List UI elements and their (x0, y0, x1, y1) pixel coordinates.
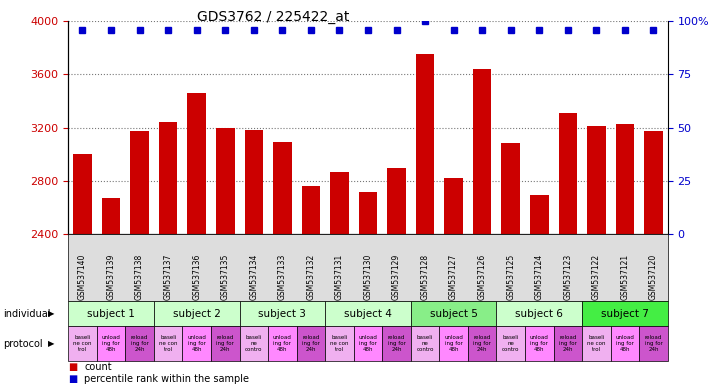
Text: GSM537139: GSM537139 (106, 253, 116, 300)
Text: reload
ing for
24h: reload ing for 24h (131, 335, 149, 352)
Bar (615, 124, 634, 234)
Text: protocol: protocol (4, 339, 43, 349)
Text: unload
ing for
48h: unload ing for 48h (273, 335, 292, 352)
Text: unload
ing for
48h: unload ing for 48h (530, 335, 549, 352)
Bar (102, 198, 121, 234)
Bar (501, 143, 520, 234)
Text: subject 5: subject 5 (429, 309, 477, 319)
Text: GSM537129: GSM537129 (392, 253, 401, 300)
Text: baseli
ne con
trol: baseli ne con trol (159, 335, 177, 352)
Bar (159, 122, 177, 234)
Bar (359, 192, 377, 234)
Text: ■: ■ (68, 374, 78, 384)
Text: reload
ing for
24h: reload ing for 24h (216, 335, 234, 352)
Text: GSM537124: GSM537124 (535, 253, 544, 300)
Text: reload
ing for
24h: reload ing for 24h (473, 335, 491, 352)
Text: GSM537140: GSM537140 (78, 253, 87, 300)
Bar (130, 131, 149, 234)
Text: baseli
ne con
trol: baseli ne con trol (587, 335, 605, 352)
Bar (216, 128, 235, 234)
Bar (444, 178, 463, 234)
Text: reload
ing for
24h: reload ing for 24h (645, 335, 663, 352)
Text: baseli
ne con
trol: baseli ne con trol (330, 335, 349, 352)
Text: GSM537123: GSM537123 (564, 253, 572, 300)
Text: GSM537134: GSM537134 (249, 253, 258, 300)
Text: reload
ing for
24h: reload ing for 24h (559, 335, 577, 352)
Text: GSM537121: GSM537121 (620, 253, 630, 300)
Text: subject 3: subject 3 (258, 309, 307, 319)
Text: baseli
ne
contro: baseli ne contro (245, 335, 263, 352)
Text: GSM537120: GSM537120 (649, 253, 658, 300)
Text: unload
ing for
48h: unload ing for 48h (101, 335, 121, 352)
Bar (587, 126, 606, 234)
Text: GSM537127: GSM537127 (449, 253, 458, 300)
Text: count: count (84, 362, 111, 372)
Text: subject 2: subject 2 (173, 309, 220, 319)
Text: baseli
ne con
trol: baseli ne con trol (73, 335, 92, 352)
Text: GSM537136: GSM537136 (192, 253, 201, 300)
Bar (245, 130, 263, 234)
Text: GSM537132: GSM537132 (307, 253, 315, 300)
Text: GSM537133: GSM537133 (278, 253, 286, 300)
Text: unload
ing for
48h: unload ing for 48h (187, 335, 206, 352)
Text: baseli
ne
contro: baseli ne contro (502, 335, 519, 352)
Text: baseli
ne
contro: baseli ne contro (416, 335, 434, 352)
Bar (273, 142, 292, 234)
Text: reload
ing for
24h: reload ing for 24h (302, 335, 320, 352)
Text: GSM537126: GSM537126 (477, 253, 487, 300)
Text: unload
ing for
48h: unload ing for 48h (444, 335, 463, 352)
Text: GSM537137: GSM537137 (164, 253, 172, 300)
Text: ■: ■ (68, 362, 78, 372)
Bar (187, 93, 206, 234)
Text: GSM537131: GSM537131 (335, 253, 344, 300)
Text: subject 4: subject 4 (344, 309, 392, 319)
Text: GSM537130: GSM537130 (363, 253, 373, 300)
Bar (330, 172, 349, 234)
Bar (473, 69, 491, 234)
Text: ▶: ▶ (48, 339, 55, 348)
Bar (302, 186, 320, 234)
Text: ▶: ▶ (48, 310, 55, 318)
Text: percentile rank within the sample: percentile rank within the sample (84, 374, 249, 384)
Text: GSM537122: GSM537122 (592, 253, 601, 300)
Bar (530, 195, 549, 234)
Text: subject 6: subject 6 (516, 309, 563, 319)
Text: GSM537138: GSM537138 (135, 253, 144, 300)
Text: unload
ing for
48h: unload ing for 48h (615, 335, 635, 352)
Text: subject 7: subject 7 (601, 309, 649, 319)
Text: GSM537128: GSM537128 (421, 253, 429, 300)
Bar (387, 168, 406, 234)
Text: subject 1: subject 1 (87, 309, 135, 319)
Text: individual: individual (4, 309, 51, 319)
Text: GSM537125: GSM537125 (506, 253, 516, 300)
Text: GDS3762 / 225422_at: GDS3762 / 225422_at (197, 10, 349, 23)
Bar (416, 55, 434, 234)
Bar (73, 154, 92, 234)
Bar (644, 131, 663, 234)
Text: unload
ing for
48h: unload ing for 48h (358, 335, 378, 352)
Text: reload
ing for
24h: reload ing for 24h (388, 335, 406, 352)
Bar (559, 113, 577, 234)
Text: GSM537135: GSM537135 (220, 253, 230, 300)
